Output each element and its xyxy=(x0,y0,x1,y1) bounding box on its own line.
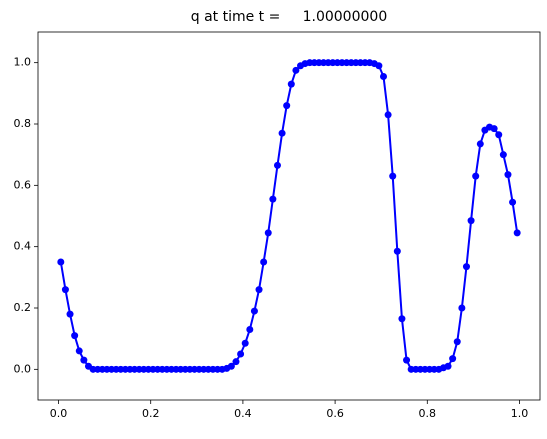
y-tick-label: 0.2 xyxy=(14,301,32,314)
y-tick-label: 0.4 xyxy=(14,240,32,253)
data-point xyxy=(66,310,74,318)
data-point xyxy=(499,151,507,159)
data-point xyxy=(75,347,83,355)
data-point xyxy=(255,286,263,294)
data-point xyxy=(472,172,480,180)
data-point xyxy=(241,339,249,347)
y-tick-label: 0.6 xyxy=(14,178,32,191)
data-point xyxy=(449,355,457,363)
data-point xyxy=(264,229,272,237)
chart-title: q at time t = 1.00000000 xyxy=(191,9,387,25)
data-point xyxy=(398,315,406,323)
data-point xyxy=(379,72,387,80)
x-tick-label: 1.0 xyxy=(511,407,529,420)
data-point xyxy=(246,325,254,333)
y-tick-label: 1.0 xyxy=(14,56,32,69)
data-point xyxy=(287,80,295,88)
data-point xyxy=(283,102,291,110)
data-point xyxy=(61,286,69,294)
data-point xyxy=(504,171,512,179)
data-point xyxy=(80,356,88,364)
x-tick-label: 0.0 xyxy=(50,407,68,420)
x-tick-label: 0.6 xyxy=(326,407,344,420)
data-point xyxy=(71,332,79,340)
data-point xyxy=(453,338,461,346)
data-point xyxy=(513,229,521,237)
data-point xyxy=(292,66,300,74)
data-point xyxy=(476,140,484,148)
data-point xyxy=(237,350,245,358)
data-point xyxy=(375,62,383,70)
data-point xyxy=(509,198,517,206)
data-point xyxy=(403,356,411,364)
y-tick-label: 0.8 xyxy=(14,117,32,130)
plot-frame xyxy=(37,31,541,401)
x-tick-label: 0.2 xyxy=(142,407,160,420)
data-point xyxy=(458,304,466,312)
data-point xyxy=(227,362,235,370)
data-point xyxy=(57,258,65,266)
data-point xyxy=(260,258,268,266)
data-point xyxy=(384,111,392,119)
data-point xyxy=(278,129,286,137)
data-point xyxy=(467,217,475,225)
data-point xyxy=(269,195,277,203)
data-point xyxy=(232,358,240,366)
x-tick-label: 0.8 xyxy=(419,407,437,420)
data-point xyxy=(389,172,397,180)
x-tick-label: 0.4 xyxy=(234,407,252,420)
data-line xyxy=(59,61,519,371)
data-point xyxy=(495,131,503,139)
data-point xyxy=(462,263,470,271)
data-point xyxy=(490,125,498,133)
data-point xyxy=(393,247,401,255)
data-point xyxy=(250,307,258,315)
y-tick-label: 0.0 xyxy=(14,362,32,375)
data-point xyxy=(273,161,281,169)
data-point xyxy=(444,362,452,370)
